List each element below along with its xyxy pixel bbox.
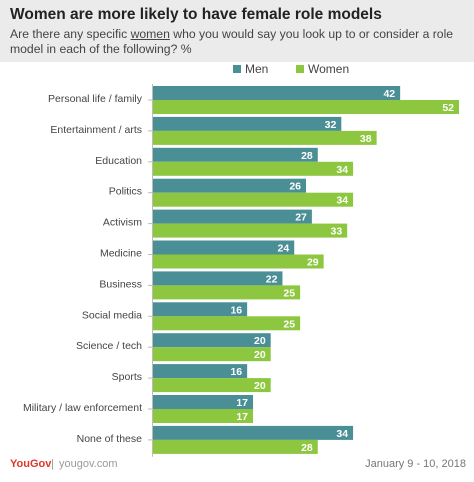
data-label-women-none-of-these: 28 bbox=[301, 442, 313, 454]
category-label-sports: Sports bbox=[112, 371, 142, 383]
legend-swatch-men bbox=[233, 65, 241, 73]
data-label-women-social-media: 25 bbox=[283, 318, 295, 330]
data-label-men-business: 22 bbox=[266, 273, 278, 285]
bar-men-education bbox=[153, 147, 318, 162]
bar-women-military-law-enforcement bbox=[153, 409, 254, 423]
data-label-women-business: 25 bbox=[283, 287, 295, 299]
category-label-personal-life-family: Personal life / family bbox=[48, 93, 143, 105]
footer-url[interactable]: yougov.com bbox=[59, 458, 118, 470]
data-label-men-sports: 16 bbox=[230, 366, 242, 378]
data-label-women-activism: 33 bbox=[331, 226, 343, 238]
bar-women-education bbox=[153, 161, 354, 176]
footer-separator: | bbox=[51, 458, 54, 470]
data-label-women-entertainment-arts: 38 bbox=[360, 133, 372, 145]
bar-men-science-tech bbox=[153, 333, 271, 348]
data-label-men-education: 28 bbox=[301, 150, 313, 162]
data-label-men-entertainment-arts: 32 bbox=[325, 119, 337, 131]
legend-swatch-women bbox=[296, 65, 304, 73]
data-label-men-social-media: 16 bbox=[230, 304, 242, 316]
bar-women-activism bbox=[153, 223, 348, 238]
data-label-men-military-law-enforcement: 17 bbox=[236, 397, 248, 409]
data-label-men-personal-life-family: 42 bbox=[383, 88, 395, 100]
bar-women-business bbox=[153, 285, 301, 300]
data-label-men-none-of-these: 34 bbox=[336, 428, 348, 440]
chart-subtitle: Are there any specific women who you wou… bbox=[10, 27, 466, 57]
data-label-women-education: 34 bbox=[336, 164, 348, 176]
data-label-men-activism: 27 bbox=[295, 212, 307, 224]
bar-men-politics bbox=[153, 178, 306, 193]
category-label-science-tech: Science / tech bbox=[76, 340, 142, 352]
bar-men-personal-life-family bbox=[153, 86, 401, 100]
yougov-logo: YouGov bbox=[10, 458, 52, 470]
bar-women-sports bbox=[153, 378, 271, 393]
bar-men-sports bbox=[153, 364, 248, 379]
category-label-entertainment-arts: Entertainment / arts bbox=[50, 124, 142, 136]
data-label-men-medicine: 24 bbox=[278, 243, 290, 255]
category-label-business: Business bbox=[99, 278, 142, 290]
bar-men-activism bbox=[153, 209, 312, 224]
data-label-women-politics: 34 bbox=[336, 195, 348, 207]
footer-date: January 9 - 10, 2018 bbox=[365, 458, 466, 470]
category-label-politics: Politics bbox=[109, 186, 142, 198]
category-label-social-media: Social media bbox=[82, 309, 142, 321]
bar-men-business bbox=[153, 271, 283, 286]
legend-item-men: Men bbox=[233, 62, 268, 76]
bar-men-military-law-enforcement bbox=[153, 395, 254, 409]
bar-women-politics bbox=[153, 192, 354, 207]
data-label-women-military-law-enforcement: 17 bbox=[236, 411, 248, 423]
bar-women-social-media bbox=[153, 316, 301, 331]
legend-label-men: Men bbox=[245, 62, 269, 76]
data-label-men-science-tech: 20 bbox=[254, 335, 266, 347]
bar-men-entertainment-arts bbox=[153, 116, 342, 131]
data-label-women-personal-life-family: 52 bbox=[442, 102, 454, 114]
bar-men-medicine bbox=[153, 240, 295, 255]
category-label-education: Education bbox=[95, 155, 142, 167]
chart-title: Women are more likely to have female rol… bbox=[10, 6, 382, 23]
bar-men-none-of-these bbox=[153, 425, 354, 440]
bar-women-medicine bbox=[153, 254, 324, 269]
bar-women-entertainment-arts bbox=[153, 130, 377, 145]
category-label-medicine: Medicine bbox=[100, 248, 142, 260]
bar-women-science-tech bbox=[153, 347, 271, 362]
data-label-women-sports: 20 bbox=[254, 380, 266, 392]
category-label-activism: Activism bbox=[103, 217, 142, 229]
category-label-none-of-these: None of these bbox=[77, 433, 143, 445]
data-label-men-politics: 26 bbox=[289, 181, 301, 193]
subtitle-text-end: who you would say you look up to or cons… bbox=[10, 27, 454, 56]
subtitle-text-start: Are there any specific bbox=[10, 27, 131, 41]
bar-women-none-of-these bbox=[153, 439, 318, 454]
legend-item-women: Women bbox=[296, 62, 349, 76]
category-label-military-law-enforcement: Military / law enforcement bbox=[23, 402, 142, 414]
data-label-women-science-tech: 20 bbox=[254, 349, 266, 361]
header: Women are more likely to have female rol… bbox=[0, 0, 474, 62]
bar-women-personal-life-family bbox=[153, 100, 459, 114]
bar-men-social-media bbox=[153, 302, 248, 317]
legend-label-women: Women bbox=[308, 62, 350, 76]
subtitle-underlined-word: women bbox=[130, 27, 170, 41]
data-label-women-medicine: 29 bbox=[307, 257, 319, 269]
